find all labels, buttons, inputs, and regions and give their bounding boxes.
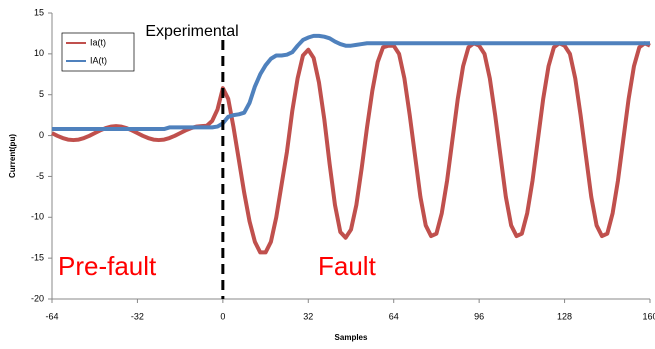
x-tick-label: -64 (45, 311, 58, 321)
x-tick-label: 160 (642, 311, 655, 321)
x-axis-label: Samples (335, 333, 368, 342)
y-tick-label: -5 (36, 171, 44, 181)
x-tick-label: -32 (131, 311, 144, 321)
x-tick-label: 128 (557, 311, 572, 321)
y-tick-label: -20 (31, 293, 44, 303)
annotation: Experimental (145, 23, 238, 40)
legend-box (61, 32, 135, 72)
series-line (52, 33, 650, 132)
y-tick-label: -10 (31, 212, 44, 222)
legend-label: IA(t) (90, 55, 107, 65)
y-tick-label: 15 (34, 7, 44, 17)
x-tick-label: 32 (303, 311, 313, 321)
series-line (51, 41, 651, 255)
y-tick-label: 10 (34, 48, 44, 58)
legend-label: Ia(t) (90, 37, 106, 47)
x-tick-label: 64 (389, 311, 399, 321)
y-tick-label: 0 (39, 130, 44, 140)
x-tick-label: 0 (220, 311, 225, 321)
y-tick-label: -15 (31, 253, 44, 263)
y-tick-label: 5 (39, 89, 44, 99)
annotation: Fault (318, 251, 377, 281)
x-tick-label: 96 (474, 311, 484, 321)
annotation: Pre-fault (58, 251, 157, 281)
y-axis-label: Current(pu) (8, 134, 17, 178)
